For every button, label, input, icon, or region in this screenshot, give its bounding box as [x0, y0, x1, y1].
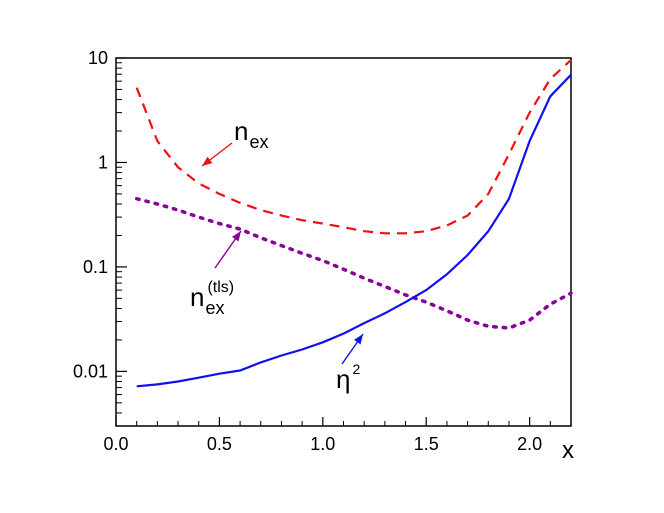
annotation-arrowhead-nex: [202, 156, 213, 166]
annotation-base: n: [234, 116, 248, 146]
axis-ticks: [115, 57, 572, 427]
annotation-base: η: [336, 364, 350, 394]
annotation-subscript: ex: [249, 132, 268, 152]
y-tick-label: 1: [98, 152, 108, 172]
series-layer: [134, 59, 573, 388]
annotation-arrowhead-eta2: [353, 334, 363, 345]
series-line-eta2: [136, 74, 572, 388]
series-line-nex: [135, 59, 572, 235]
series-line-nex_tls: [134, 196, 573, 330]
annotation-layer: n exn ex(tls)η 2: [190, 116, 364, 394]
annotation-label-nex_tls: n ex (tls): [190, 279, 234, 318]
y-tick-label: 0.01: [73, 361, 108, 381]
annotation-superscript: (tls): [207, 279, 234, 296]
annotation-arrowhead-nex_tls: [231, 231, 241, 242]
x-axis-title: x: [562, 437, 574, 464]
annotation-superscript: 2: [352, 361, 360, 377]
annotation-subscript: ex: [205, 298, 224, 318]
axis-tick-labels: 0.0 0.5 1.0 1.5 2.0 0.01 0.1 1 10: [73, 48, 542, 454]
x-tick-label: 0.0: [103, 434, 128, 454]
x-tick-label: 0.5: [207, 434, 232, 454]
x-tick-label: 1.5: [414, 434, 439, 454]
y-tick-label: 10: [88, 48, 108, 68]
annotation-base: n: [190, 282, 204, 312]
annotation-label-nex: n ex: [234, 116, 268, 152]
y-tick-label: 0.1: [83, 257, 108, 277]
x-tick-label: 1.0: [310, 434, 335, 454]
x-tick-label: 2.0: [517, 434, 542, 454]
